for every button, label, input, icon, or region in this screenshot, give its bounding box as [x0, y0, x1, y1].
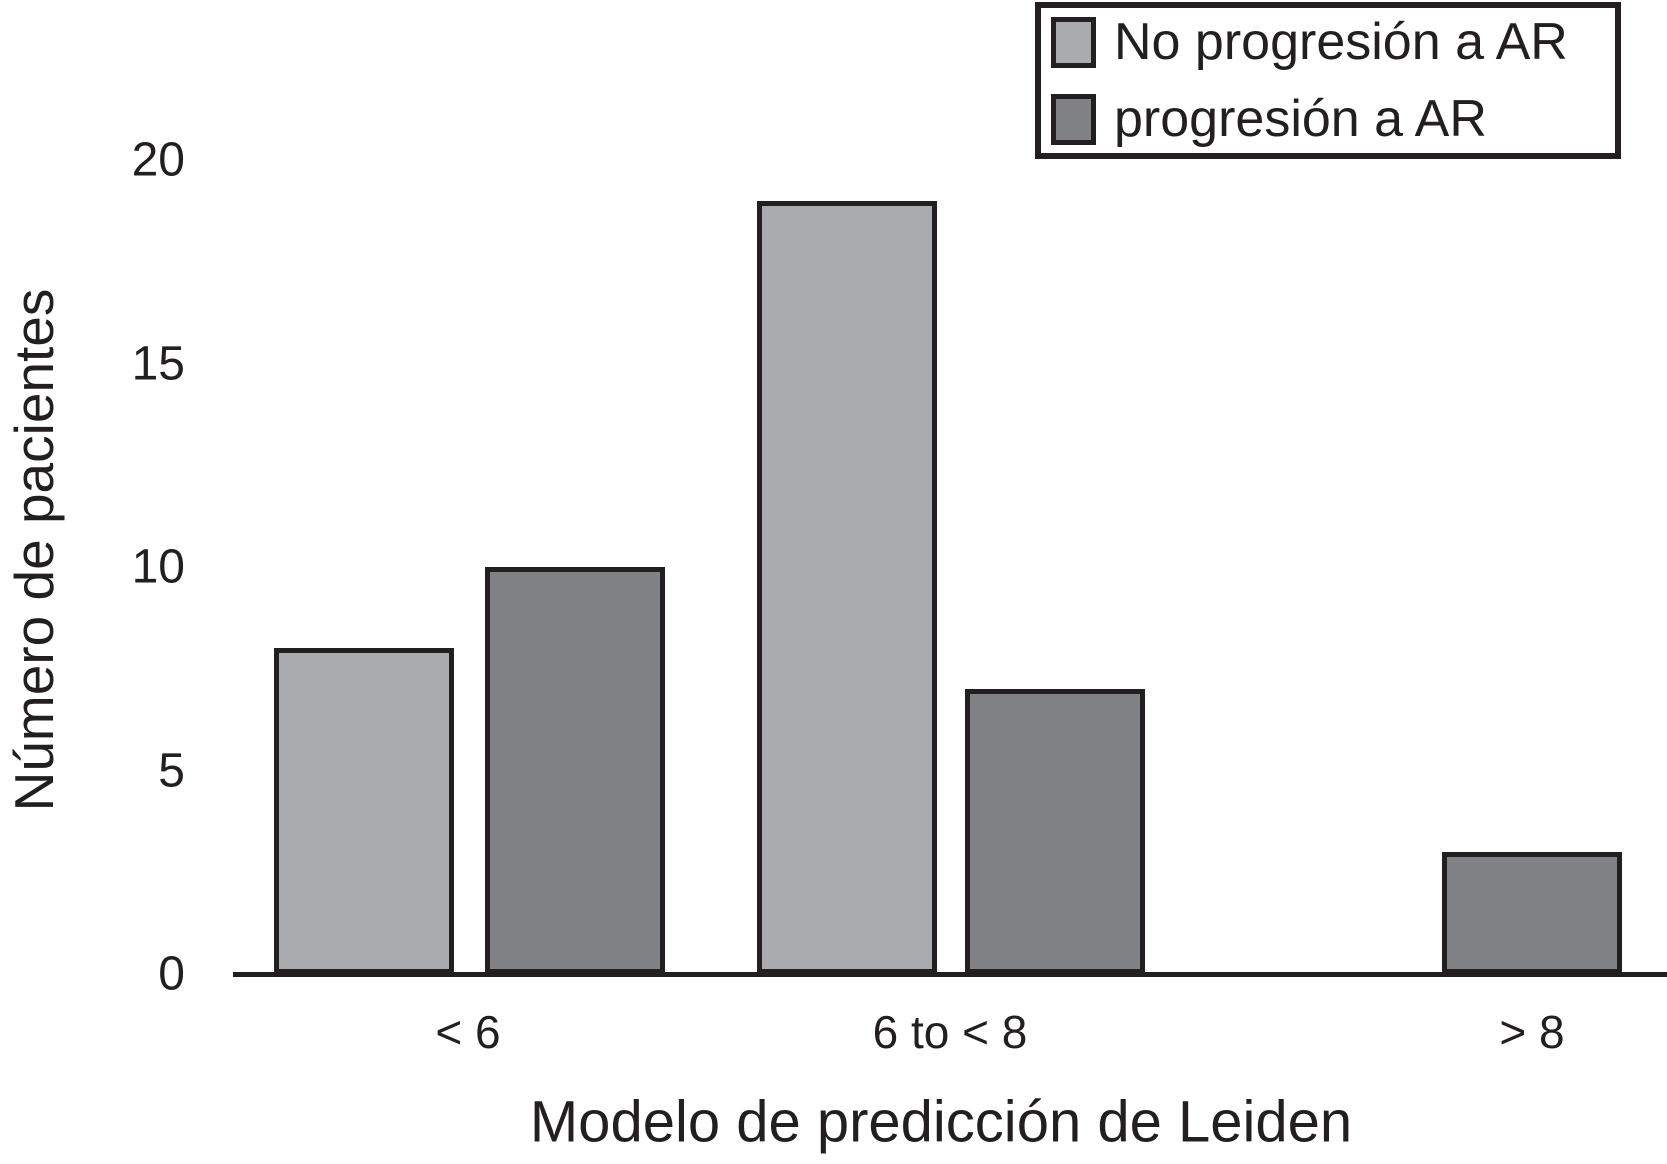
y-axis-title: Número de pacientes — [3, 288, 65, 812]
bar-no-progression-2 — [757, 201, 937, 974]
x-axis-title: Modelo de predicción de Leiden — [529, 1089, 1353, 1155]
y-tick-label: 20 — [131, 133, 185, 187]
y-tick-label: 5 — [158, 744, 185, 797]
legend-label-no-progression: No progresión a AR — [1114, 13, 1568, 71]
bar-progression-3 — [1442, 852, 1622, 974]
legend-swatch-progression-icon — [1051, 93, 1096, 145]
bar-progression-2 — [965, 689, 1145, 974]
legend: No progresión a AR progresión a AR — [1035, 2, 1621, 159]
legend-label-progression: progresión a AR — [1114, 90, 1487, 148]
legend-swatch-no-progression-icon — [1051, 16, 1096, 68]
x-tick-label: > 8 — [1499, 1006, 1565, 1058]
y-tick-label: 10 — [131, 540, 185, 594]
bar-no-progression-1 — [274, 648, 454, 974]
x-tick-label: 6 to < 8 — [872, 1006, 1028, 1058]
y-tick-label: 15 — [131, 337, 185, 390]
legend-item-no-progression: No progresión a AR — [1051, 12, 1615, 72]
legend-item-progression: progresión a AR — [1051, 89, 1615, 149]
x-axis-line — [233, 972, 1667, 977]
y-tick-label: 0 — [158, 947, 185, 1001]
x-tick-label: < 6 — [435, 1006, 501, 1058]
bar-progression-1 — [485, 567, 665, 974]
